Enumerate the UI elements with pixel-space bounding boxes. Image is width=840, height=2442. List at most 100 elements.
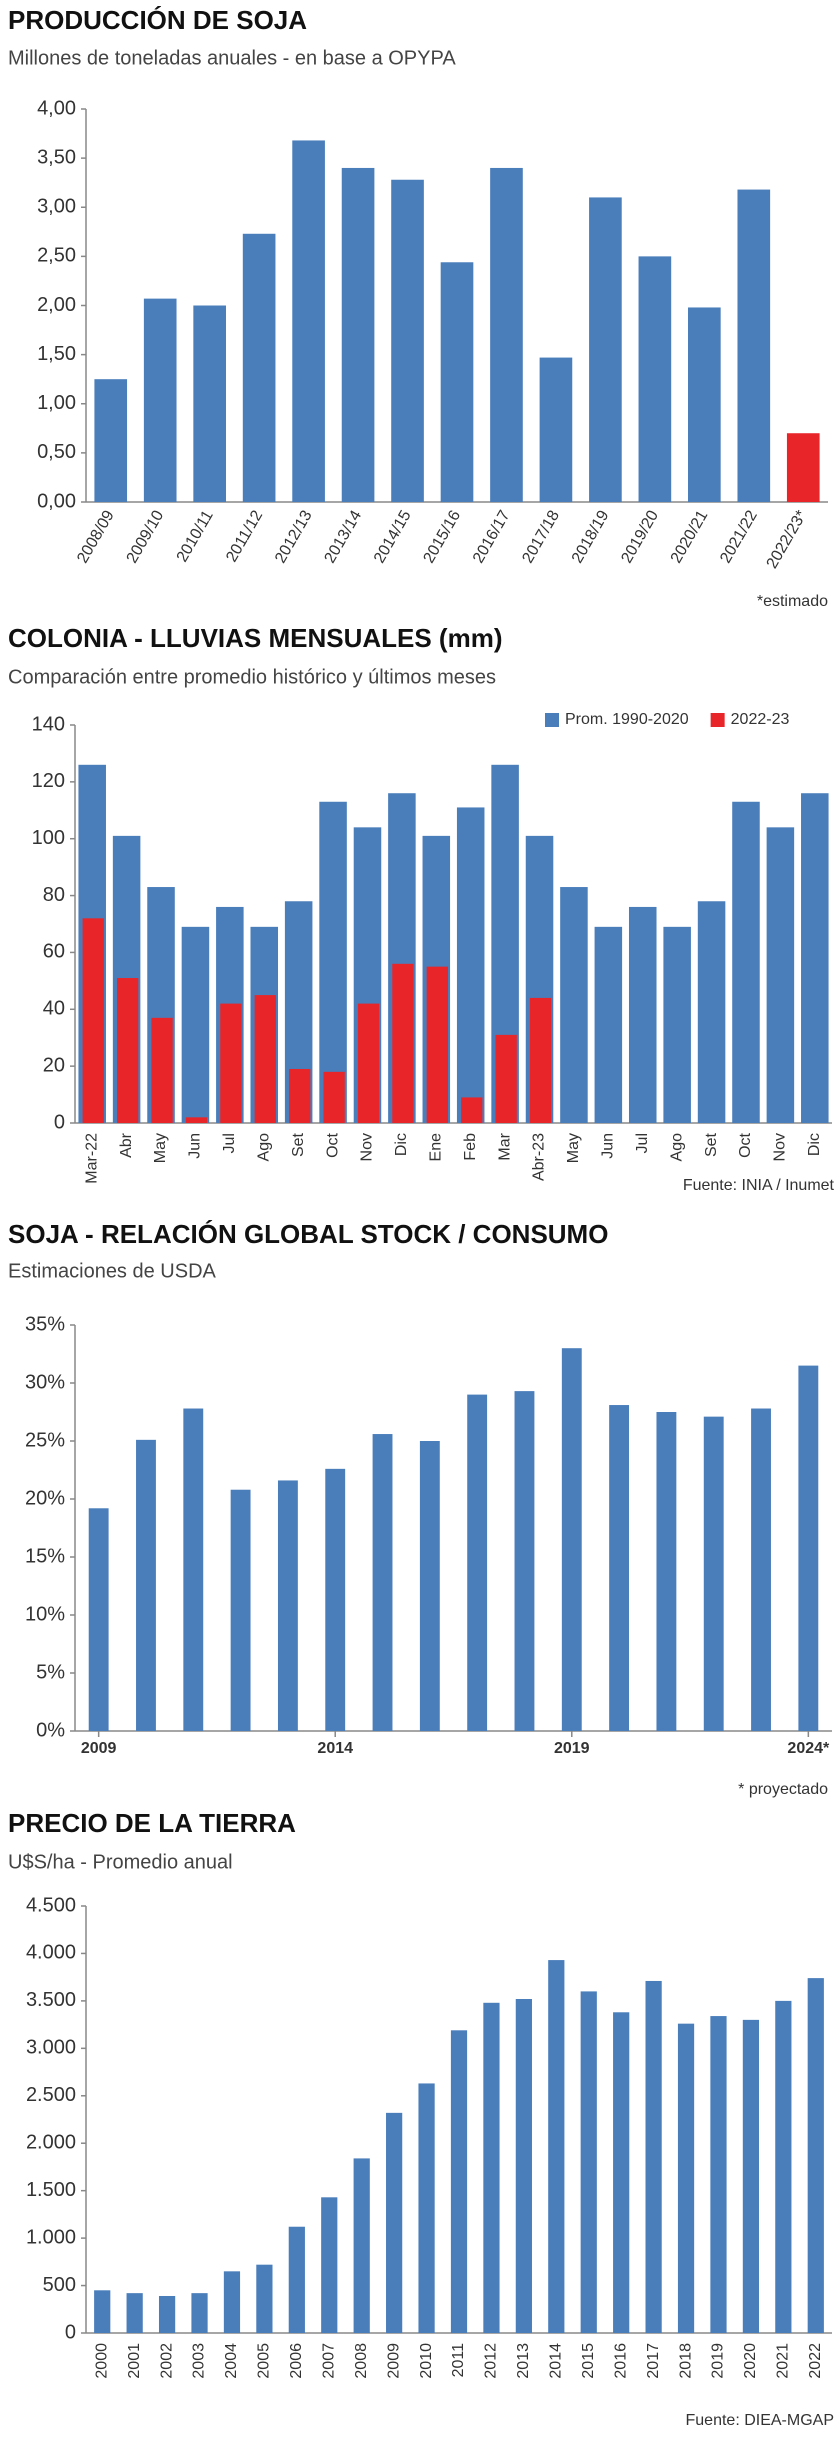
- chart-subtitle: U$S/ha - Promedio anual: [8, 1851, 233, 1873]
- chart-title: PRECIO DE LA TIERRA: [8, 1808, 296, 1838]
- y-tick-label: 20%: [25, 1487, 65, 1509]
- bar: [418, 2083, 435, 2333]
- x-tick-label: Abr-23: [531, 1133, 548, 1181]
- x-tick-label: 2010/11: [174, 508, 217, 566]
- x-tick-label: 2016: [612, 2343, 629, 2379]
- x-tick-label: 2000: [93, 2343, 110, 2379]
- bar: [688, 307, 721, 502]
- x-tick-label: 2005: [256, 2343, 273, 2379]
- bar: [638, 256, 672, 502]
- bar: [677, 2023, 695, 2333]
- bar: [288, 2226, 305, 2333]
- bar: [116, 978, 139, 1123]
- x-tick-label: May: [565, 1133, 582, 1163]
- x-tick-label: 2014/15: [371, 508, 415, 567]
- x-tick-label: 2022: [807, 2343, 824, 2379]
- bar: [143, 298, 177, 502]
- y-tick-label: 140: [32, 713, 65, 735]
- bar: [514, 1391, 535, 1731]
- x-tick-label: Nov: [772, 1133, 789, 1161]
- legend-label: 2022-23: [731, 711, 790, 728]
- bar: [372, 1434, 393, 1731]
- bar: [230, 1489, 251, 1731]
- bar: [440, 262, 474, 502]
- legend-swatch: [710, 713, 725, 727]
- chart-subtitle: Comparación entre promedio histórico y ú…: [8, 666, 496, 688]
- y-tick-label: 3,50: [37, 146, 76, 168]
- chart-subtitle: Millones de toneladas anuales - en base …: [8, 47, 456, 69]
- y-tick-label: 60: [43, 941, 65, 963]
- y-tick-label: 1,00: [37, 392, 76, 414]
- chart-title: SOJA - RELACIÓN GLOBAL STOCK / CONSUMO: [8, 1219, 608, 1249]
- x-tick-label: Dic: [393, 1133, 410, 1156]
- bar: [663, 926, 691, 1123]
- y-tick-label: 2,00: [37, 294, 76, 316]
- x-tick-label: 2007: [320, 2343, 337, 2379]
- bar: [609, 1405, 630, 1731]
- bar: [289, 1068, 311, 1123]
- bar: [656, 1412, 677, 1731]
- y-tick-label: 3.000: [26, 2037, 76, 2059]
- bar: [710, 2016, 727, 2333]
- bar: [766, 827, 795, 1123]
- bar: [94, 379, 128, 502]
- y-tick-label: 4.000: [26, 1942, 76, 1964]
- bar: [191, 2293, 208, 2333]
- bar: [185, 1117, 208, 1123]
- y-tick-label: 15%: [25, 1545, 65, 1567]
- bar: [158, 2295, 176, 2333]
- y-tick-label: 1.000: [26, 2226, 76, 2248]
- bar: [751, 1408, 771, 1731]
- y-tick-label: 80: [43, 884, 65, 906]
- x-tick-label: Oct: [737, 1132, 754, 1157]
- x-tick-label: 2009: [81, 1740, 117, 1757]
- bar: [181, 926, 210, 1123]
- bar: [319, 801, 347, 1123]
- y-tick-label: 1.500: [26, 2179, 76, 2201]
- bar: [703, 1416, 724, 1731]
- x-tick-label: Ene: [428, 1133, 445, 1162]
- x-tick-label: Jul: [221, 1133, 238, 1153]
- note: * proyectado: [738, 1781, 828, 1798]
- x-tick-label: 2008/09: [74, 508, 118, 567]
- bar: [353, 2158, 370, 2333]
- bar: [341, 167, 375, 502]
- bar: [594, 926, 623, 1123]
- source: Fuente: INIA / Inumet: [683, 1177, 835, 1194]
- x-tick-label: 2002: [158, 2343, 175, 2379]
- y-tick-label: 2.500: [26, 2084, 76, 2106]
- bar: [548, 1960, 565, 2333]
- bar: [483, 2002, 500, 2333]
- source: Fuente: DIEA-MGAP: [686, 2412, 835, 2429]
- bar: [391, 179, 424, 503]
- bar: [529, 997, 552, 1123]
- bar: [515, 1998, 532, 2333]
- note: *estimado: [757, 593, 828, 610]
- y-tick-label: 120: [32, 770, 65, 792]
- bar: [256, 2264, 273, 2333]
- bar: [292, 140, 325, 502]
- x-tick-label: 2014: [317, 1740, 353, 1757]
- legend-label: Prom. 1990-2020: [565, 711, 689, 728]
- x-tick-label: 2022/23*: [764, 508, 811, 572]
- bar: [254, 995, 276, 1123]
- bar: [323, 1071, 345, 1123]
- x-tick-label: 2021: [775, 2343, 792, 2379]
- x-tick-label: Feb: [462, 1133, 479, 1161]
- bar: [94, 2290, 111, 2333]
- x-tick-label: Abr: [118, 1132, 135, 1158]
- bar: [456, 807, 485, 1123]
- y-tick-label: 0%: [36, 1719, 65, 1741]
- x-tick-label: 2016/17: [470, 508, 514, 567]
- y-tick-label: 0,00: [37, 490, 76, 512]
- x-tick-label: Ago: [668, 1133, 685, 1162]
- bar: [798, 1365, 819, 1731]
- bar: [277, 1480, 298, 1731]
- x-tick-label: 2013: [515, 2343, 532, 2379]
- bar: [697, 901, 726, 1123]
- bar: [490, 167, 523, 502]
- bar: [136, 1439, 156, 1731]
- y-tick-label: 35%: [25, 1313, 65, 1335]
- x-tick-label: 2003: [191, 2343, 208, 2379]
